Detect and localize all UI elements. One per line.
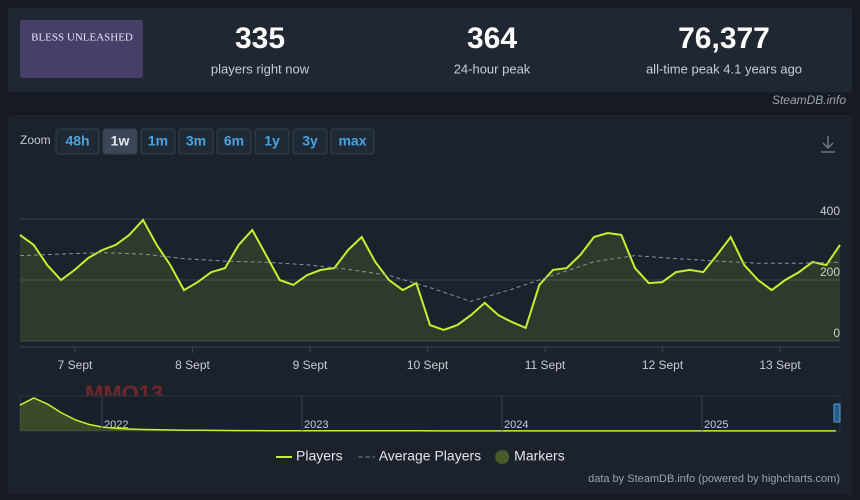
- zoom-button-bg: [102, 128, 138, 155]
- legend-item[interactable]: Players: [276, 448, 343, 464]
- navigator-year-label: 2024: [504, 419, 528, 431]
- zoom-button-label[interactable]: 48h: [65, 133, 89, 149]
- x-tick-label: 13 Sept: [759, 358, 801, 372]
- zoom-button-label[interactable]: 1m: [148, 133, 168, 149]
- legend-item[interactable]: Markers: [495, 448, 565, 464]
- zoom-button[interactable]: 3y: [292, 128, 328, 155]
- stat-value: 364: [467, 22, 517, 55]
- players-area: [20, 219, 840, 341]
- x-tick-label: 9 Sept: [293, 358, 328, 372]
- zoom-button-label[interactable]: 3y: [302, 133, 318, 149]
- zoom-button[interactable]: 1y: [254, 128, 290, 155]
- stat-value: 76,377: [678, 22, 770, 55]
- zoom-label: Zoom: [20, 133, 51, 147]
- credit: data by SteamDB.info (powered by highcha…: [588, 473, 840, 485]
- download-icon[interactable]: [821, 136, 835, 153]
- zoom-button-label[interactable]: 1y: [264, 133, 280, 149]
- navigator-line: [19, 397, 836, 432]
- zoom-button-bg: [330, 128, 375, 155]
- game-title: BLESS UNLEASHED: [31, 32, 133, 44]
- zoom-button-bg: [216, 128, 252, 155]
- zoom-button[interactable]: 3m: [178, 128, 214, 155]
- zoom-button-bg: [55, 128, 100, 155]
- x-tick-label: 8 Sept: [175, 358, 210, 372]
- players-line: [19, 218, 841, 332]
- legend-label[interactable]: Markers: [514, 448, 565, 464]
- average-line: [19, 252, 841, 302]
- zoom-button-label[interactable]: max: [338, 133, 366, 149]
- zoom-button-label[interactable]: 3m: [186, 133, 206, 149]
- stat-label: all-time peak 4.1 years ago: [646, 61, 802, 76]
- x-tick-label: 7 Sept: [58, 358, 93, 372]
- zoom-button[interactable]: 6m: [216, 128, 252, 155]
- stat-value: 335: [235, 22, 285, 55]
- zoom-button-bg: [178, 128, 214, 155]
- zoom-button-label[interactable]: 1w: [111, 133, 130, 149]
- navigator-handle[interactable]: [833, 403, 841, 423]
- zoom-button[interactable]: 48h: [55, 128, 100, 155]
- header-panel: [8, 8, 852, 92]
- game-art-glow: [20, 20, 143, 78]
- zoom-button-bg: [140, 128, 176, 155]
- y-tick-label: 400: [820, 204, 840, 218]
- zoom-button-label[interactable]: 6m: [224, 133, 244, 149]
- game-art: [20, 20, 143, 78]
- x-tick-label: 10 Sept: [407, 358, 449, 372]
- navigator-year-label: 2023: [304, 419, 328, 431]
- zoom-button-bg: [292, 128, 328, 155]
- navigator-year-label: 2022: [104, 419, 128, 431]
- zoom-button[interactable]: 1m: [140, 128, 176, 155]
- legend-swatch: [495, 450, 510, 464]
- source-label: SteamDB.info: [772, 93, 846, 107]
- legend-item[interactable]: Average Players: [358, 448, 481, 464]
- navigator-year-label: 2025: [704, 419, 728, 431]
- legend-label[interactable]: Average Players: [379, 448, 481, 464]
- stat-label: 24-hour peak: [454, 61, 531, 76]
- zoom-button[interactable]: max: [330, 128, 375, 155]
- x-tick-label: 11 Sept: [525, 358, 566, 372]
- stat-label: players right now: [211, 61, 310, 76]
- zoom-button[interactable]: 1w: [102, 128, 138, 155]
- zoom-button-bg: [254, 128, 290, 155]
- x-tick-label: 12 Sept: [642, 358, 684, 372]
- legend-label[interactable]: Players: [296, 448, 343, 464]
- y-tick-label: 200: [820, 265, 840, 279]
- navigator-bg: [19, 395, 841, 432]
- y-tick-label: 0: [833, 326, 840, 340]
